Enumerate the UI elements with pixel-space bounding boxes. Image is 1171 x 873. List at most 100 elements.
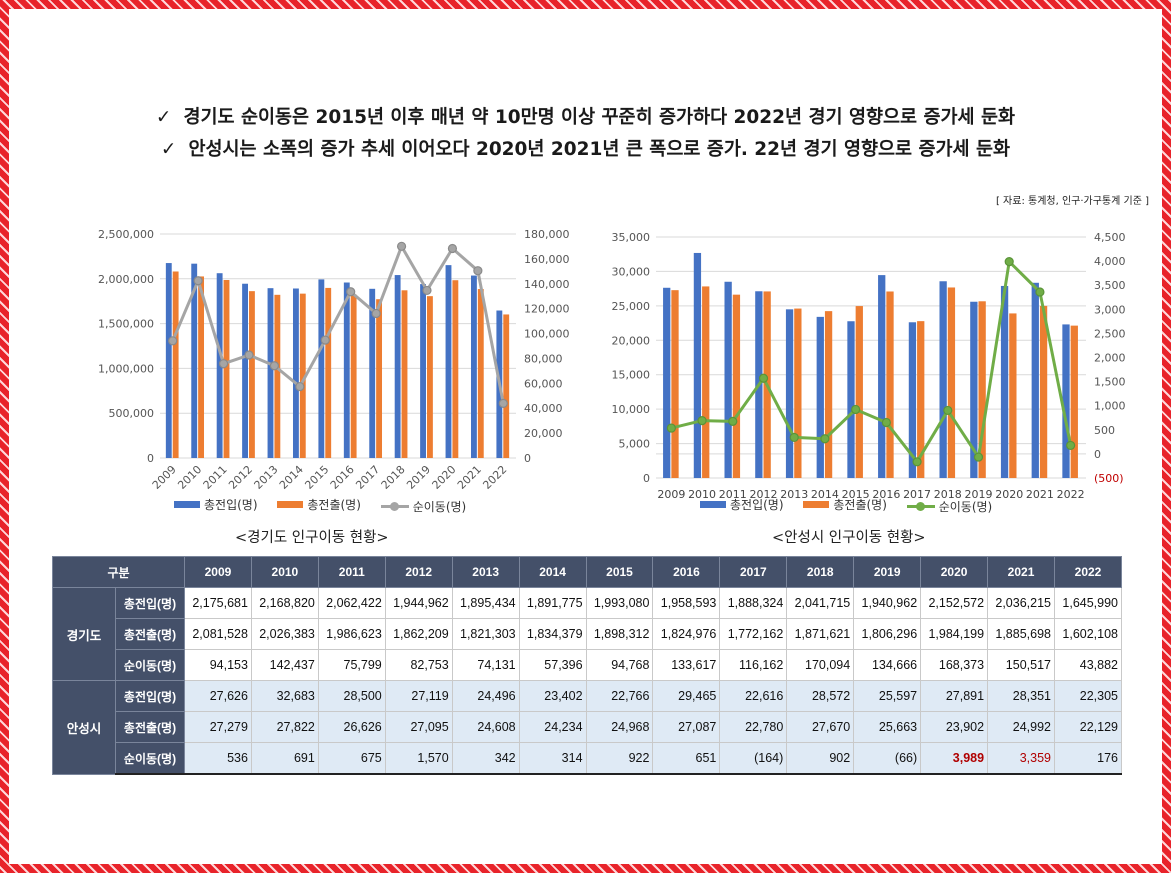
table-cell: 1,602,108	[1053, 618, 1123, 650]
x-tick-label: 2011	[201, 463, 230, 492]
anseong-caption: <안성시 인구이동 현황>	[772, 530, 926, 546]
y-tick-label-left: 20,000	[612, 334, 651, 347]
table-cell: 27,626	[184, 680, 252, 712]
table-cell: 1,570	[384, 742, 453, 775]
source-note: [ 자료: 통계청, 인구·가구통계 기준 ]	[995, 196, 1149, 207]
bar-outflow	[917, 321, 925, 478]
net-migration-point	[789, 432, 799, 443]
net-migration-point	[396, 241, 407, 251]
bar-outflow	[886, 291, 894, 478]
table-cell: 1,993,080	[585, 587, 654, 619]
bar-inflow	[908, 322, 917, 478]
net-migration-point	[447, 243, 458, 254]
table-cell: 29,465	[652, 680, 721, 712]
table-header-year: 2016	[652, 556, 721, 588]
bar-inflow	[445, 265, 452, 458]
bar-inflow	[878, 275, 886, 478]
legend-item-inflow: 총전입(명)	[174, 496, 258, 513]
table-cell: 22,616	[719, 680, 788, 712]
legend-swatch-outflow	[803, 501, 830, 508]
content-area: ✓ 경기도 순이동은 2015년 이후 매년 약 10만명 이상 꾸준히 증가하다…	[16, 16, 1155, 857]
table-cell: 1,895,434	[451, 587, 520, 619]
y-tick-label-left: 5,000	[619, 438, 651, 451]
table-cell: 1,862,209	[384, 618, 453, 650]
y-tick-label-left: 35,000	[612, 231, 651, 244]
table-cell: 342	[451, 742, 520, 775]
net-migration-point	[728, 416, 738, 426]
table-header-year: 2021	[987, 556, 1055, 588]
table-row-label: 총전출(명)	[115, 711, 185, 743]
table-cell: 2,168,820	[250, 587, 319, 619]
net-migration-point	[295, 381, 305, 392]
bar-inflow	[343, 282, 350, 458]
bar-inflow	[1062, 324, 1070, 478]
table-cell: 176	[1053, 742, 1123, 775]
table-cell: 536	[184, 742, 252, 775]
net-migration-point	[371, 308, 381, 319]
table-cell: 3,989	[920, 742, 989, 775]
table-cell: 23,902	[920, 711, 989, 743]
net-migration-point	[943, 405, 953, 416]
x-tick-label: 2018	[934, 488, 962, 501]
y-tick-label-right: 80,000	[524, 352, 563, 365]
bar-outflow	[978, 301, 986, 478]
y-tick-label-right: 100,000	[524, 328, 570, 341]
table-header-year: 2022	[1053, 556, 1123, 588]
table-cell: 134,666	[853, 649, 922, 681]
bar-outflow	[350, 294, 357, 458]
y-tick-label-left: 15,000	[612, 369, 651, 382]
bar-outflow	[702, 286, 710, 478]
net-migration-point	[346, 287, 356, 297]
x-tick-label: 2011	[719, 488, 747, 501]
legend-line-net	[906, 502, 935, 511]
y-tick-label-right: 40,000	[524, 402, 563, 415]
bar-outflow	[732, 294, 741, 478]
table-cell: 24,496	[451, 680, 520, 712]
bar-inflow	[939, 281, 947, 478]
net-migration-point	[498, 398, 508, 408]
table-cell: 23,402	[518, 680, 587, 712]
table-cell: 57,396	[518, 649, 587, 681]
table-row-label: 총전출(명)	[115, 618, 185, 650]
table-cell: 1,958,593	[652, 587, 721, 619]
net-migration-point	[912, 457, 922, 467]
legend-label-net: 순이동(명)	[938, 500, 993, 514]
y-tick-label-right: 3,000	[1094, 303, 1126, 316]
table-cell: 27,119	[384, 680, 453, 712]
bar-outflow	[1070, 325, 1078, 478]
table-cell: 24,968	[585, 711, 654, 743]
x-tick-label: 2013	[780, 488, 808, 501]
x-tick-label: 2016	[328, 463, 357, 492]
anseong-chart: 0 5,000 10,000 15,000 20,000 25,000 30,000 35,0…	[612, 231, 1126, 501]
table-header-year: 2014	[518, 556, 587, 588]
y-tick-label-left: 1,000,000	[98, 362, 154, 375]
table-cell: 150,517	[987, 649, 1055, 681]
net-migration-point	[697, 415, 707, 426]
bar-outflow	[477, 289, 484, 458]
table-row-label: 순이동(명)	[115, 742, 185, 775]
table-cell: 168,373	[920, 649, 989, 681]
legend-swatch-inflow	[700, 501, 726, 508]
table-header-year: 2009	[184, 556, 252, 588]
legend-item-net: 순이동(명)	[380, 498, 466, 515]
table-cell: 1,888,324	[719, 587, 788, 619]
y-tick-label-right: 20,000	[524, 427, 563, 440]
bar-inflow	[394, 275, 401, 458]
bar-outflow	[503, 314, 510, 458]
bar-inflow	[1000, 285, 1009, 478]
table-cell: 25,597	[853, 680, 922, 712]
table-cell: 27,279	[184, 711, 252, 743]
net-migration-point	[666, 423, 676, 433]
bar-outflow	[794, 308, 802, 478]
x-tick-label: 2014	[277, 463, 306, 492]
bar-inflow	[724, 281, 732, 478]
table-row: 총전출(명) 2,081,528 2,026,383 1,986,623 1,862,2…	[53, 618, 1123, 650]
y-tick-label-right: 1,500	[1094, 376, 1126, 389]
bar-outflow	[452, 280, 459, 458]
net-migration-point	[244, 350, 254, 360]
x-tick-label: 2021	[1026, 488, 1054, 501]
x-tick-label: 2015	[302, 463, 331, 492]
net-migration-point	[1035, 287, 1045, 297]
y-tick-label-left: 30,000	[612, 265, 651, 278]
table-header-year: 2020	[920, 556, 989, 588]
